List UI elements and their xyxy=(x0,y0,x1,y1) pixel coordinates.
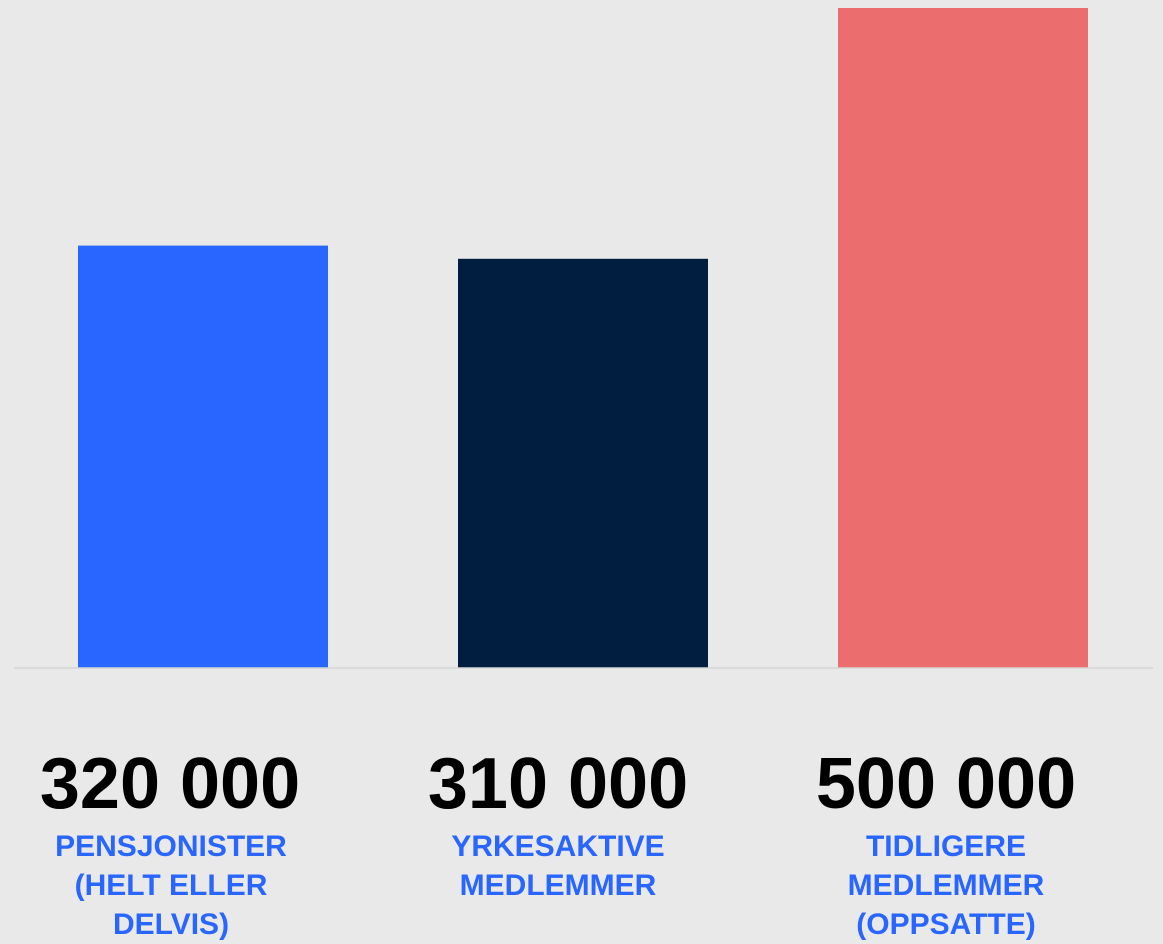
bar xyxy=(838,8,1088,668)
category-label: TIDLIGERE MEDLEMMER (OPPSATTE) xyxy=(847,830,1045,941)
bar xyxy=(458,258,708,668)
bars-group xyxy=(78,8,1088,668)
category-label: PENSJONISTER (HELT ELLER DELVIS) xyxy=(55,830,287,941)
value-label: 500 000 xyxy=(815,744,1077,824)
bar xyxy=(78,245,328,668)
value-label: 320 000 xyxy=(39,744,301,824)
category-label: YRKESAKTIVE MEDLEMMER xyxy=(451,830,665,902)
value-label: 310 000 xyxy=(427,744,689,824)
